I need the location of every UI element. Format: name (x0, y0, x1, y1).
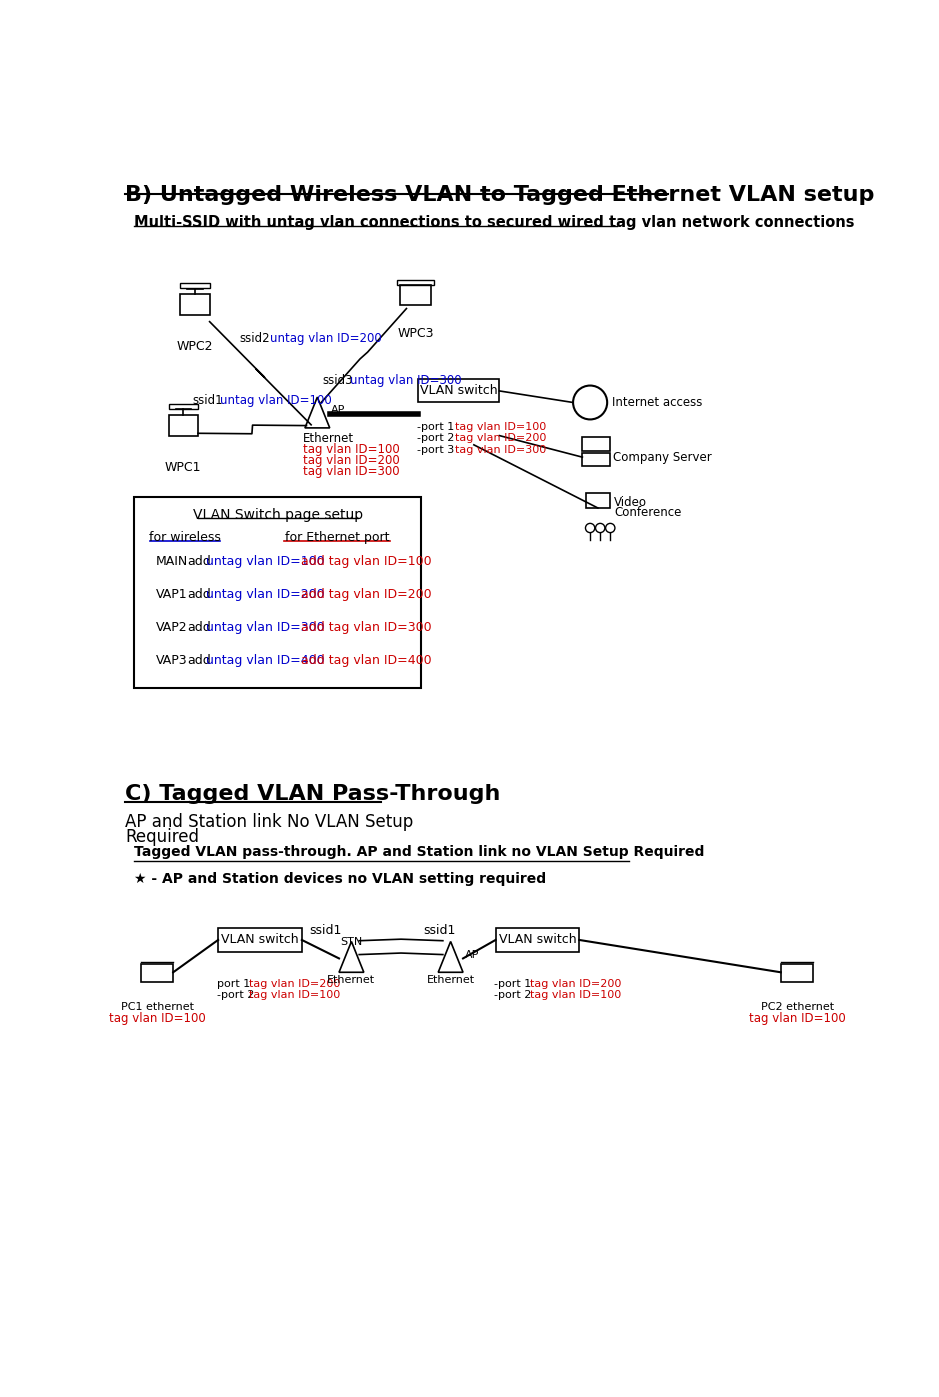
Text: -port 2: -port 2 (494, 990, 531, 1000)
Text: Conference: Conference (614, 507, 682, 520)
Text: PC1 ethernet: PC1 ethernet (121, 1002, 194, 1011)
Text: MAIN: MAIN (156, 555, 189, 569)
Text: VLAN switch: VLAN switch (499, 933, 577, 946)
Text: untag vlan ID=200: untag vlan ID=200 (207, 588, 325, 601)
Bar (582, 453, 609, 467)
Bar (397, 279, 435, 285)
Text: tag vlan ID=200: tag vlan ID=200 (531, 979, 622, 989)
Text: add tag vlan ID=300: add tag vlan ID=300 (301, 622, 432, 634)
Text: WPC3: WPC3 (397, 327, 434, 339)
Text: ssid1: ssid1 (192, 394, 223, 407)
Text: C) Tagged VLAN Pass-Through: C) Tagged VLAN Pass-Through (125, 784, 500, 803)
Text: Multi-SSID with untag vlan connections to secured wired tag vlan network connect: Multi-SSID with untag vlan connections t… (134, 215, 854, 231)
Bar (582, 437, 609, 451)
Bar (218, 929, 301, 951)
Text: B) Untagged Wireless VLAN to Tagged Ethernet VLAN setup: B) Untagged Wireless VLAN to Tagged Ethe… (125, 184, 874, 204)
Text: tag vlan ID=100: tag vlan ID=100 (303, 443, 400, 457)
Text: add: add (187, 654, 211, 668)
Text: untag vlan ID=100: untag vlan ID=100 (207, 555, 325, 569)
Bar (168, 404, 198, 409)
Text: Internet access: Internet access (612, 395, 702, 409)
Text: ssid3: ssid3 (323, 374, 353, 387)
Text: untag vlan ID=100: untag vlan ID=100 (220, 394, 331, 407)
Text: tag vlan ID=100: tag vlan ID=100 (109, 1011, 206, 1024)
Text: Ethernet: Ethernet (426, 975, 475, 985)
Text: Ethernet: Ethernet (303, 432, 355, 444)
Text: untag vlan ID=400: untag vlan ID=400 (207, 654, 325, 668)
Bar (180, 293, 209, 316)
Text: untag vlan ID=200: untag vlan ID=200 (270, 331, 382, 345)
Text: Ethernet: Ethernet (328, 975, 376, 985)
Text: tag vlan ID=100: tag vlan ID=100 (531, 990, 622, 1000)
Text: tag vlan ID=200: tag vlan ID=200 (303, 454, 400, 467)
Bar (496, 929, 579, 951)
Bar (586, 493, 609, 509)
Text: VLAN switch: VLAN switch (222, 933, 299, 946)
Text: tag vlan ID=100: tag vlan ID=100 (249, 990, 340, 1000)
Text: -port 1: -port 1 (494, 979, 531, 989)
Text: ★ - AP and Station devices no VLAN setting required: ★ - AP and Station devices no VLAN setti… (134, 872, 546, 886)
Text: tag vlan ID=100: tag vlan ID=100 (749, 1011, 846, 1024)
Text: STN: STN (340, 937, 362, 947)
Bar (168, 415, 198, 436)
Text: for Ethernet port: for Ethernet port (285, 531, 390, 543)
Text: WPC1: WPC1 (165, 461, 202, 474)
Text: VLAN Switch page setup: VLAN Switch page setup (192, 509, 362, 522)
Text: untag vlan ID=300: untag vlan ID=300 (207, 622, 325, 634)
Bar (180, 284, 209, 288)
Text: VLAN switch: VLAN switch (420, 384, 498, 397)
Bar (400, 285, 431, 305)
Bar (141, 964, 173, 982)
Text: -port 3: -port 3 (417, 444, 454, 455)
Text: ssid2: ssid2 (239, 331, 270, 345)
Text: -port 1: -port 1 (417, 422, 454, 432)
Text: Company Server: Company Server (613, 451, 712, 464)
Text: WPC2: WPC2 (177, 339, 213, 353)
Text: VAP2: VAP2 (156, 622, 188, 634)
Text: -port 2: -port 2 (217, 990, 254, 1000)
Text: tag vlan ID=200: tag vlan ID=200 (455, 433, 546, 443)
Text: VAP1: VAP1 (156, 588, 188, 601)
Bar (134, 497, 422, 689)
Text: AP: AP (465, 950, 479, 960)
Text: AP and Station link No VLAN Setup: AP and Station link No VLAN Setup (125, 813, 413, 831)
Text: ssid1: ssid1 (310, 923, 342, 937)
Text: AP: AP (331, 405, 346, 415)
Text: Video: Video (614, 496, 647, 510)
Text: PC2 ethernet: PC2 ethernet (762, 1002, 835, 1011)
Text: Tagged VLAN pass-through. AP and Station link no VLAN Setup Required: Tagged VLAN pass-through. AP and Station… (134, 845, 705, 859)
Text: tag vlan ID=100: tag vlan ID=100 (455, 422, 546, 432)
Text: port 1: port 1 (217, 979, 250, 989)
Text: tag vlan ID=300: tag vlan ID=300 (303, 465, 400, 478)
Text: tag vlan ID=200: tag vlan ID=200 (249, 979, 341, 989)
Text: add: add (187, 622, 211, 634)
Text: tag vlan ID=300: tag vlan ID=300 (455, 444, 546, 455)
Text: -port 2: -port 2 (417, 433, 454, 443)
Text: add: add (187, 555, 211, 569)
Text: add tag vlan ID=100: add tag vlan ID=100 (301, 555, 432, 569)
Bar (418, 380, 500, 402)
Text: add: add (187, 588, 211, 601)
Text: untag vlan ID=300: untag vlan ID=300 (350, 374, 461, 387)
Text: add tag vlan ID=400: add tag vlan ID=400 (301, 654, 432, 668)
Bar (780, 964, 813, 982)
Text: Required: Required (125, 827, 199, 845)
Text: VAP3: VAP3 (156, 654, 188, 668)
Text: for wireless: for wireless (149, 531, 221, 543)
Text: add tag vlan ID=200: add tag vlan ID=200 (301, 588, 432, 601)
Text: ssid1: ssid1 (423, 923, 455, 937)
